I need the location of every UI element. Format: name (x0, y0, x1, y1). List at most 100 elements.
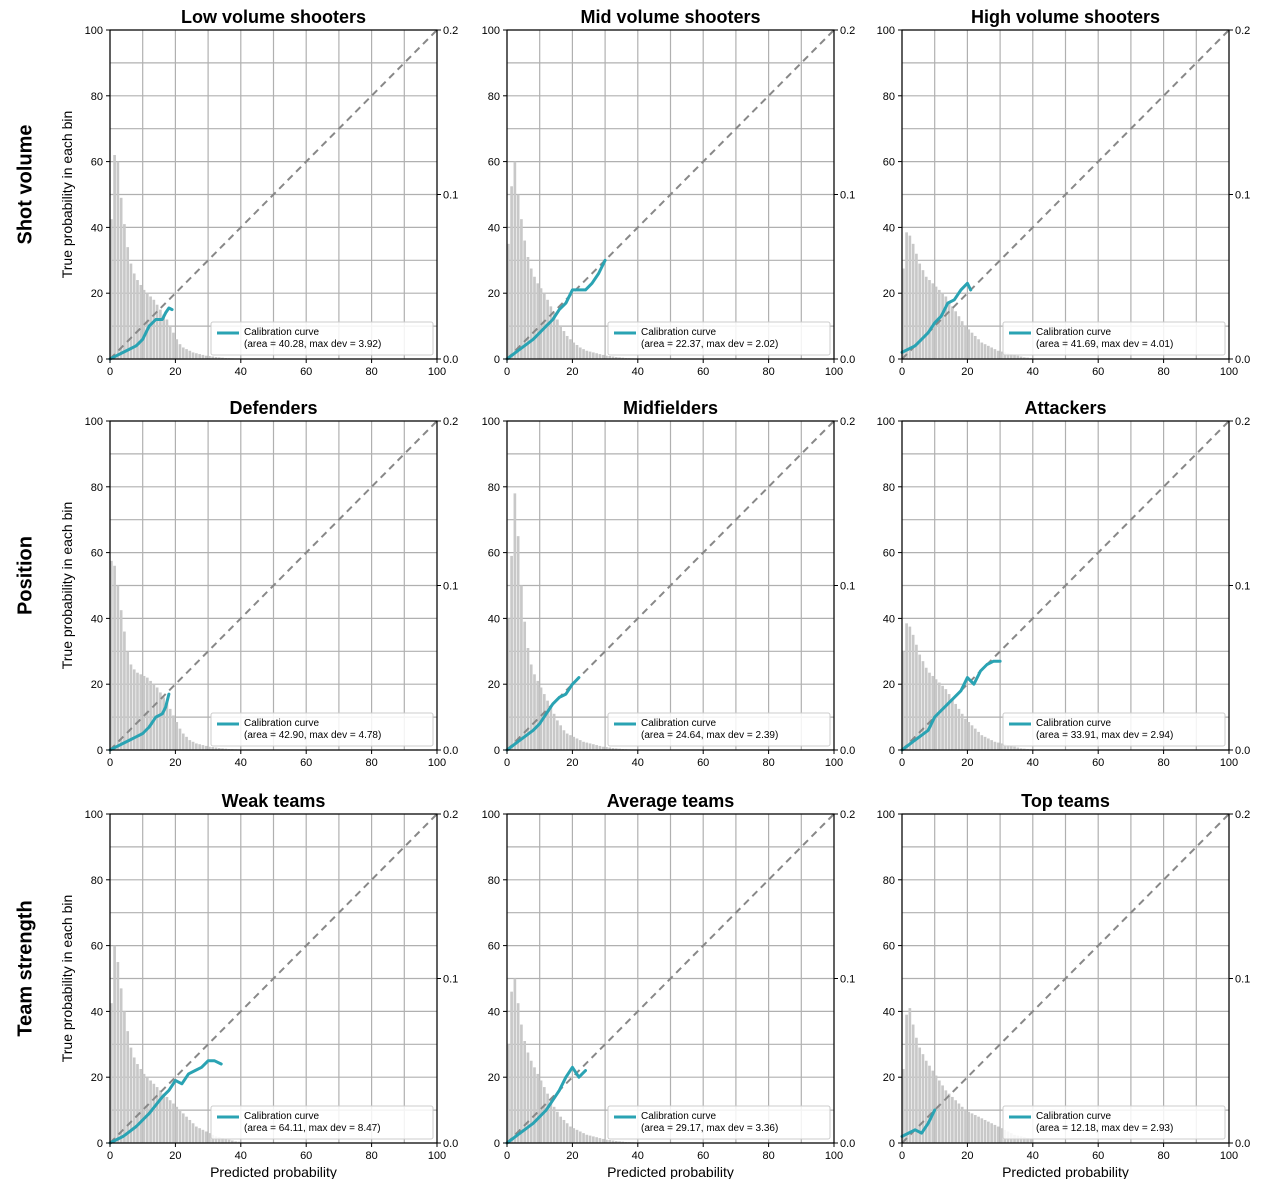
y-tick-label: 20 (883, 679, 895, 691)
histogram-bar (915, 1038, 918, 1143)
subplot-title: Mid volume shooters (580, 7, 760, 27)
histogram-bar (961, 714, 964, 750)
histogram-bar (159, 310, 162, 359)
y2-tick-label: 0.2 (1235, 809, 1250, 821)
histogram-bar (931, 1071, 934, 1143)
x-tick-label: 40 (632, 757, 644, 769)
histogram-bar (592, 352, 595, 359)
histogram-bar (182, 347, 185, 359)
histogram-bar (182, 1113, 185, 1143)
x-tick-label: 40 (1027, 757, 1039, 769)
histogram-bar (602, 1139, 605, 1143)
histogram-bar (582, 742, 585, 750)
x-tick-label: 80 (365, 757, 377, 769)
histogram-bar (553, 1107, 556, 1143)
row-label: Shot volume (14, 124, 36, 244)
histogram-bar (958, 709, 961, 750)
histogram-bar (585, 351, 588, 359)
y-tick-label: 100 (85, 25, 103, 37)
histogram-bar (602, 355, 605, 359)
legend-stats: (area = 24.64, max dev = 2.39) (641, 730, 778, 741)
histogram-bar (192, 352, 195, 359)
histogram-bar (536, 283, 539, 359)
histogram-bar (964, 326, 967, 359)
histogram-bar (954, 311, 957, 359)
y2-tick-label: 0.1 (840, 190, 855, 202)
y2-tick-label: 0.0 (1235, 1138, 1250, 1150)
histogram-bar (599, 354, 602, 359)
histogram-bar (984, 344, 987, 359)
histogram-bar (958, 1104, 961, 1143)
histogram-bar (977, 732, 980, 750)
x-tick-label: 20 (169, 366, 181, 378)
y-tick-label: 60 (91, 157, 103, 169)
histogram-bar (595, 745, 598, 750)
histogram-bar (928, 673, 931, 750)
histogram-bar (990, 347, 993, 359)
x-tick-label: 100 (825, 366, 843, 378)
histogram-bar (931, 283, 934, 359)
histogram-bar (961, 1107, 964, 1143)
histogram-bar (510, 186, 513, 359)
histogram-bar (997, 1127, 1000, 1143)
histogram-bar (938, 1080, 941, 1143)
legend-label: Calibration curve (244, 718, 319, 729)
histogram-bar (928, 280, 931, 359)
y-tick-label: 80 (488, 482, 500, 494)
histogram-bar (592, 1136, 595, 1143)
histogram-bar (948, 1094, 951, 1143)
legend-label: Calibration curve (641, 327, 716, 338)
y-tick-label: 80 (91, 875, 103, 887)
histogram-bar (517, 195, 520, 360)
histogram-bar (1030, 1139, 1033, 1143)
x-tick-label: 60 (697, 366, 709, 378)
x-tick-label: 100 (1220, 757, 1238, 769)
histogram-bar (905, 232, 908, 359)
histogram-bar (559, 725, 562, 750)
histogram-bar (510, 556, 513, 750)
x-tick-label: 0 (899, 1150, 905, 1162)
histogram-bar (948, 301, 951, 359)
histogram-bar (912, 244, 915, 359)
histogram-bar (198, 744, 201, 750)
histogram-bar (123, 224, 126, 359)
histogram-bar (569, 735, 572, 750)
legend-stats: (area = 42.90, max dev = 4.78) (244, 730, 381, 741)
y2-tick-label: 0.0 (443, 1138, 458, 1150)
x-tick-label: 20 (961, 757, 973, 769)
x-tick-label: 60 (300, 757, 312, 769)
histogram-bar (517, 536, 520, 750)
histogram-bar (589, 743, 592, 750)
histogram-bar (136, 1064, 139, 1143)
histogram-bar (533, 1067, 536, 1143)
x-tick-label: 60 (1092, 1150, 1104, 1162)
histogram-bar (198, 1128, 201, 1143)
histogram-bar (961, 321, 964, 359)
y-tick-label: 40 (488, 222, 500, 234)
histogram-bar (951, 699, 954, 750)
x-tick-label: 100 (1220, 366, 1238, 378)
y-tick-label: 60 (883, 548, 895, 560)
y2-tick-label: 0.2 (840, 416, 855, 428)
y-tick-label: 60 (488, 548, 500, 560)
histogram-bar (941, 1085, 944, 1143)
y-tick-label: 40 (91, 613, 103, 625)
y-tick-label: 20 (488, 679, 500, 691)
y2-tick-label: 0.0 (840, 1138, 855, 1150)
histogram-bar (958, 316, 961, 359)
histogram-bar (563, 331, 566, 359)
histogram-bar (954, 704, 957, 750)
x-tick-label: 100 (428, 1150, 446, 1162)
histogram-bar (980, 343, 983, 359)
histogram-bar (185, 1117, 188, 1143)
legend-stats: (area = 40.28, max dev = 3.92) (244, 339, 381, 350)
histogram-bar (195, 743, 198, 750)
histogram-bar (964, 1110, 967, 1143)
histogram-bar (517, 1003, 520, 1143)
histogram-bar (195, 1127, 198, 1143)
histogram-bar (592, 744, 595, 750)
